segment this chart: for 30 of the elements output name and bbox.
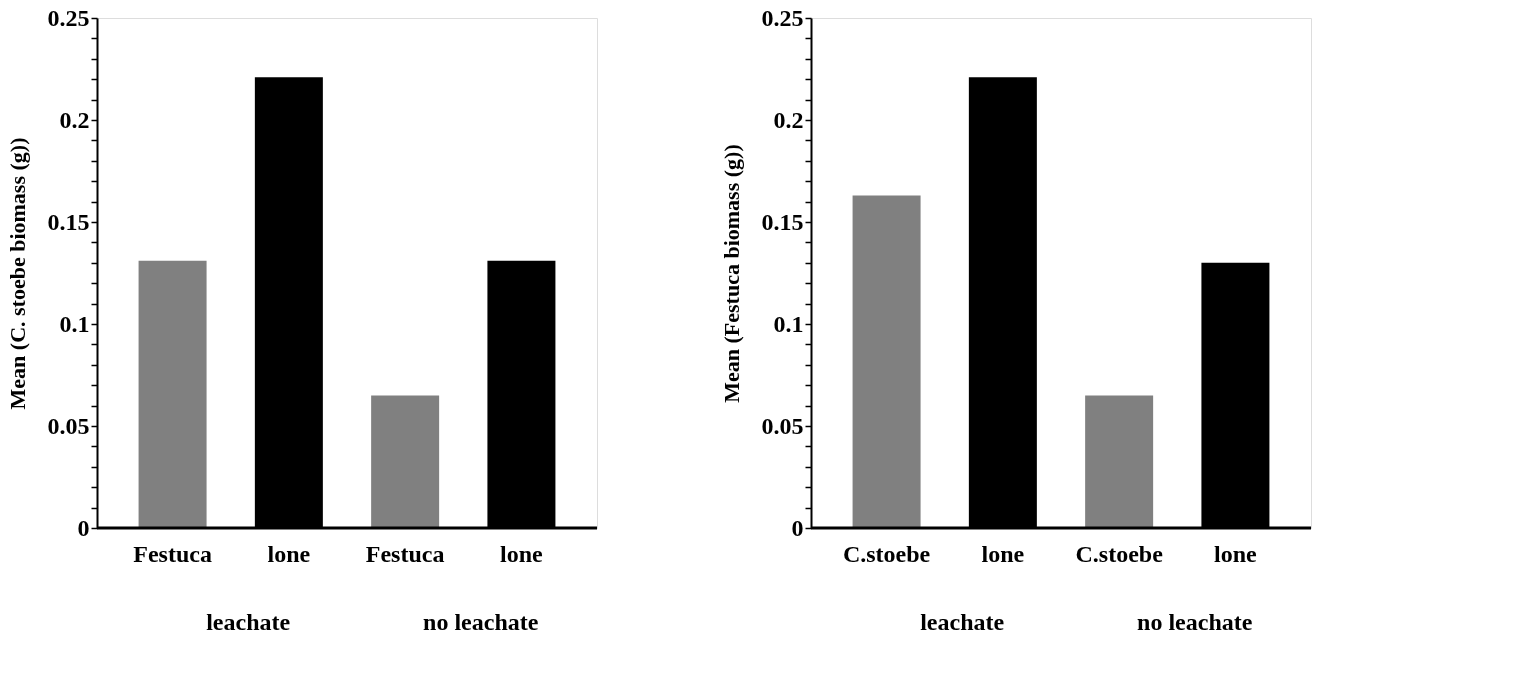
y-tick-label: 0.25 (761, 4, 804, 31)
y-tick-label: 0.2 (773, 106, 804, 133)
y-tick-label: 0.25 (47, 4, 90, 31)
y-tick-label: 0.1 (773, 310, 804, 337)
x-tick-label: C.stoebe (842, 540, 931, 567)
bar (371, 395, 440, 528)
text: no leachate (423, 609, 539, 635)
bar (852, 195, 921, 528)
y-tick-label: 0 (791, 514, 804, 541)
bar (1085, 395, 1154, 528)
y-tick-label: 0.15 (47, 208, 90, 235)
x-tick-label: C.stoebe (1075, 540, 1164, 567)
x-tick-label: lone (1214, 540, 1258, 567)
x-tick-label: Festuca (365, 540, 445, 567)
text: no leachate (1137, 609, 1253, 635)
y-axis-title: Mean (Festuca biomass (g)) (718, 144, 744, 403)
text: leachate (206, 609, 291, 635)
x-tick-label: lone (500, 540, 544, 567)
y-tick-label: 0.1 (59, 310, 90, 337)
bar (138, 260, 207, 528)
text: leachate (920, 609, 1005, 635)
y-tick-label: 0.05 (761, 412, 804, 439)
y-axis-title: Mean (C. stoebe biomass (g)) (4, 137, 30, 410)
x-tick-label: lone (981, 540, 1025, 567)
x-tick-label: Festuca (133, 540, 212, 567)
y-tick-label: 0.15 (761, 208, 804, 235)
y-tick-label: 0 (77, 514, 90, 541)
y-tick-label: 0.05 (47, 412, 90, 439)
x-tick-label: lone (267, 540, 311, 567)
y-tick-label: 0.2 (59, 106, 90, 133)
